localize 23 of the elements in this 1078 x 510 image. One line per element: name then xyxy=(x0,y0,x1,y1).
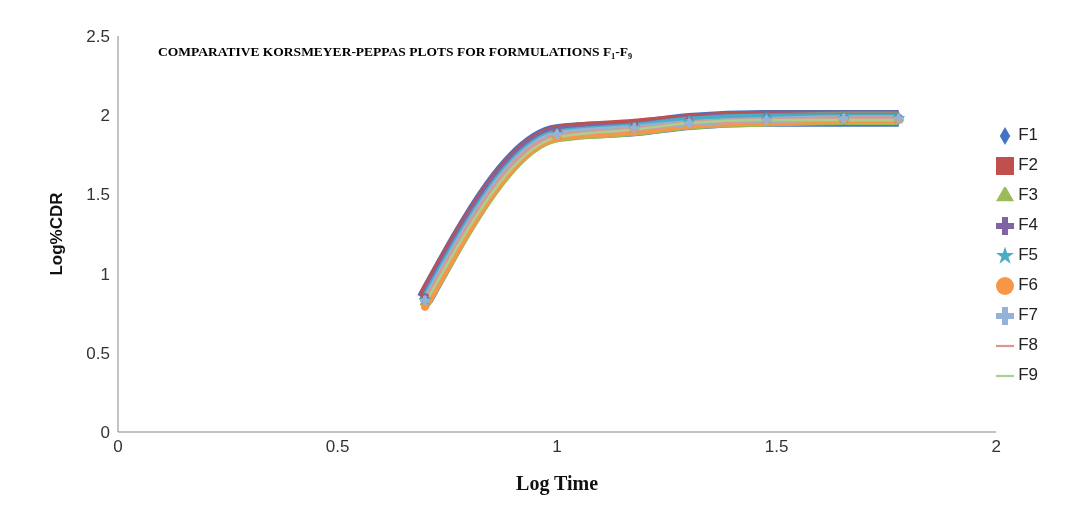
x-tick-label: 0.5 xyxy=(325,437,350,457)
x-tick-label: 1.5 xyxy=(764,437,789,457)
y-axis-title: Log%CDR xyxy=(47,192,67,276)
x-tick-label: 2 xyxy=(991,437,1001,457)
legend-label: F3 xyxy=(1018,185,1038,204)
legend-label: F1 xyxy=(1018,125,1038,144)
y-tick-label: 0 xyxy=(100,423,110,443)
x-axis-title: Log Time xyxy=(516,472,599,495)
legend-label: F6 xyxy=(1018,275,1038,294)
x-tick-label: 1 xyxy=(552,437,562,457)
legend-label: F8 xyxy=(1018,335,1038,354)
text: COMPARATIVE KORSMEYER-PEPPAS PLOTS FOR FORMULATIONS F₁-F₉ xyxy=(158,44,632,60)
y-tick-label: 0.5 xyxy=(86,343,110,363)
y-tick-label: 2 xyxy=(100,106,110,126)
legend-label: F4 xyxy=(1018,215,1038,234)
y-tick-label: 1.5 xyxy=(86,185,110,205)
legend-label: F2 xyxy=(1018,155,1038,174)
y-tick-label: 1 xyxy=(100,264,110,284)
legend-label: F5 xyxy=(1018,245,1038,264)
x-tick-label: 0 xyxy=(113,437,123,457)
legend-label: F7 xyxy=(1018,305,1038,324)
y-tick-label: 2.5 xyxy=(86,27,110,47)
legend-label: F9 xyxy=(1018,365,1038,384)
